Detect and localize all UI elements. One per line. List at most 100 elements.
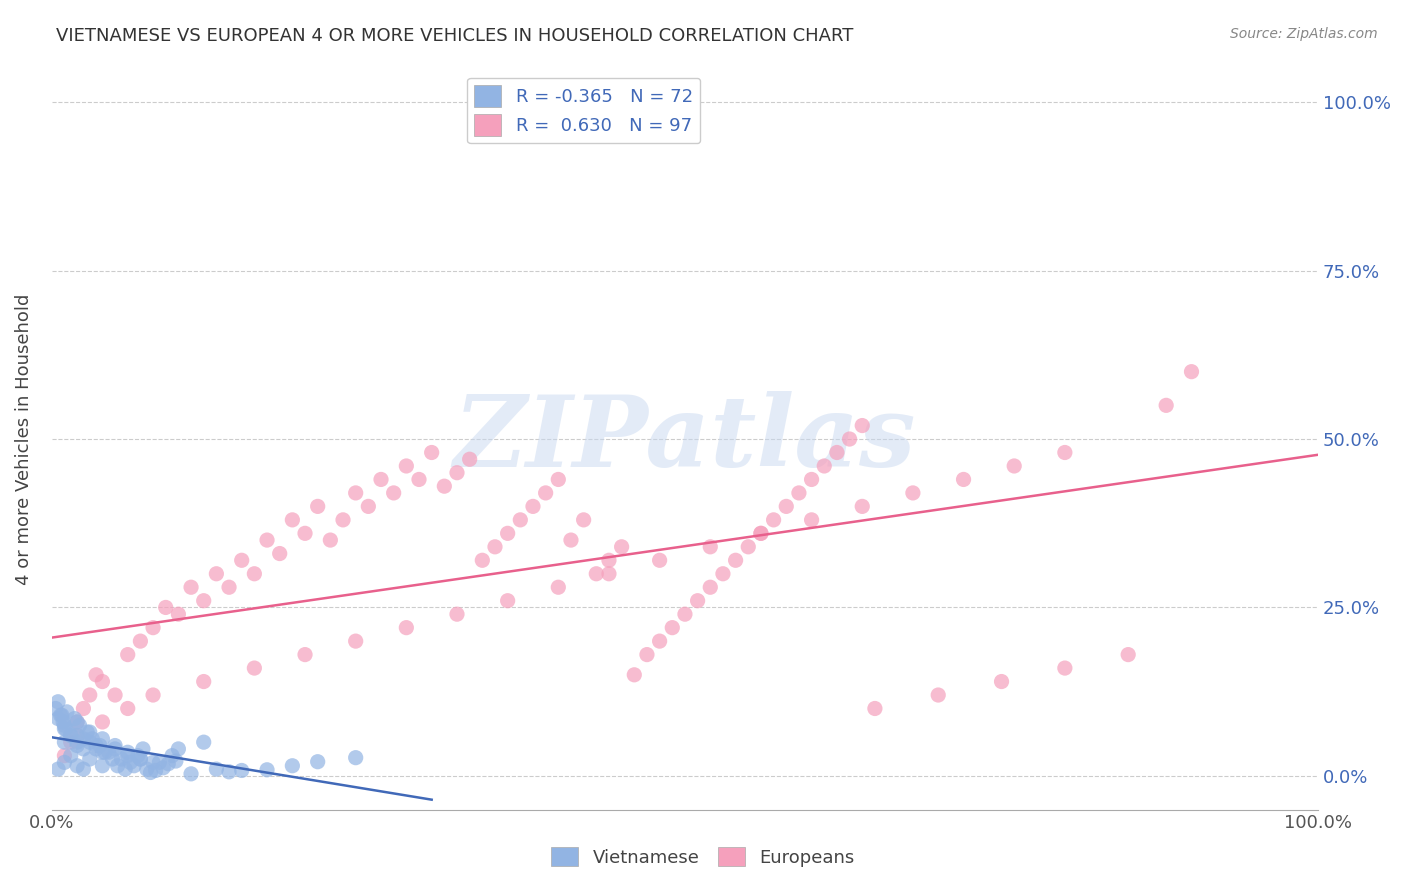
Point: [699, 540, 721, 554]
Point: [218, 764, 240, 779]
Point: [110, 752, 132, 766]
Point: [142, 688, 165, 702]
Point: [648, 634, 671, 648]
Point: [737, 540, 759, 554]
Point: [84, 742, 107, 756]
Point: [117, 748, 139, 763]
Point: [294, 526, 316, 541]
Point: [53, 722, 76, 736]
Point: [420, 445, 443, 459]
Point: [91, 674, 114, 689]
Point: [66, 735, 89, 749]
Point: [66, 714, 89, 729]
Text: Source: ZipAtlas.com: Source: ZipAtlas.com: [1230, 27, 1378, 41]
Point: [180, 580, 202, 594]
Point: [547, 472, 569, 486]
Point: [53, 718, 76, 732]
Point: [661, 621, 683, 635]
Point: [927, 688, 949, 702]
Point: [572, 513, 595, 527]
Point: [762, 513, 785, 527]
Point: [145, 764, 167, 778]
Point: [52, 714, 75, 729]
Point: [79, 735, 101, 749]
Point: [636, 648, 658, 662]
Point: [307, 500, 329, 514]
Point: [152, 761, 174, 775]
Point: [114, 762, 136, 776]
Point: [59, 728, 82, 742]
Point: [256, 763, 278, 777]
Point: [46, 695, 69, 709]
Point: [193, 674, 215, 689]
Point: [66, 728, 89, 742]
Point: [91, 758, 114, 772]
Point: [51, 708, 73, 723]
Point: [53, 735, 76, 749]
Point: [66, 714, 89, 729]
Point: [72, 731, 94, 746]
Point: [1002, 458, 1025, 473]
Point: [104, 688, 127, 702]
Point: [813, 458, 835, 473]
Point: [79, 725, 101, 739]
Point: [496, 593, 519, 607]
Point: [104, 742, 127, 756]
Point: [243, 566, 266, 581]
Point: [496, 526, 519, 541]
Point: [686, 593, 709, 607]
Point: [89, 739, 111, 753]
Point: [117, 648, 139, 662]
Point: [256, 533, 278, 547]
Point: [433, 479, 456, 493]
Point: [673, 607, 696, 622]
Point: [142, 756, 165, 770]
Point: [294, 648, 316, 662]
Point: [193, 593, 215, 607]
Point: [180, 767, 202, 781]
Text: VIETNAMESE VS EUROPEAN 4 OR MORE VEHICLES IN HOUSEHOLD CORRELATION CHART: VIETNAMESE VS EUROPEAN 4 OR MORE VEHICLE…: [56, 27, 853, 45]
Point: [129, 752, 152, 766]
Point: [749, 526, 772, 541]
Point: [344, 634, 367, 648]
Point: [598, 566, 620, 581]
Point: [484, 540, 506, 554]
Point: [610, 540, 633, 554]
Point: [167, 607, 190, 622]
Point: [129, 634, 152, 648]
Point: [471, 553, 494, 567]
Point: [72, 742, 94, 756]
Point: [101, 752, 124, 766]
Point: [94, 745, 117, 759]
Point: [117, 745, 139, 759]
Point: [160, 748, 183, 763]
Point: [281, 513, 304, 527]
Point: [1180, 365, 1202, 379]
Point: [509, 513, 531, 527]
Point: [231, 764, 253, 778]
Point: [59, 728, 82, 742]
Point: [205, 762, 228, 776]
Point: [72, 701, 94, 715]
Point: [129, 752, 152, 766]
Point: [91, 745, 114, 759]
Point: [281, 758, 304, 772]
Point: [1053, 445, 1076, 459]
Y-axis label: 4 or more Vehicles in Household: 4 or more Vehicles in Household: [15, 293, 32, 585]
Point: [851, 418, 873, 433]
Point: [84, 739, 107, 753]
Point: [623, 668, 645, 682]
Point: [53, 748, 76, 763]
Point: [66, 758, 89, 772]
Point: [82, 731, 104, 746]
Point: [458, 452, 481, 467]
Point: [787, 486, 810, 500]
Point: [218, 580, 240, 594]
Point: [307, 755, 329, 769]
Point: [1116, 648, 1139, 662]
Point: [66, 728, 89, 742]
Point: [522, 500, 544, 514]
Point: [825, 445, 848, 459]
Point: [446, 607, 468, 622]
Point: [901, 486, 924, 500]
